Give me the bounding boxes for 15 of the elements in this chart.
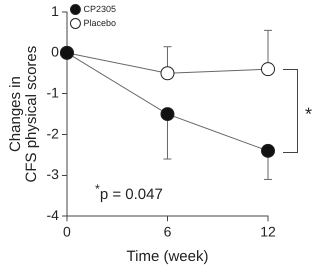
x-tick-label: 6 <box>164 223 172 240</box>
y-tick-label: -3 <box>46 166 60 182</box>
x-axis-title: Time (week) <box>126 248 208 266</box>
y-tick-label: 0 <box>51 44 60 60</box>
annotation: $^{*}$p = 0.047 <box>94 182 163 204</box>
y-tick-label: -1 <box>46 84 60 101</box>
legend-label: CP2305 <box>83 4 116 14</box>
y-tick-label: -2 <box>46 125 60 142</box>
text: * <box>305 104 312 124</box>
y-axis-title: Changes in CFS physical scores <box>7 46 40 182</box>
legend-label: Placebo <box>83 18 116 28</box>
x-tick-label: 0 <box>63 223 72 240</box>
y-tick-label: 1 <box>51 2 60 19</box>
y-tick-label: -4 <box>46 207 60 224</box>
x-tick-label: 12 <box>260 223 276 240</box>
